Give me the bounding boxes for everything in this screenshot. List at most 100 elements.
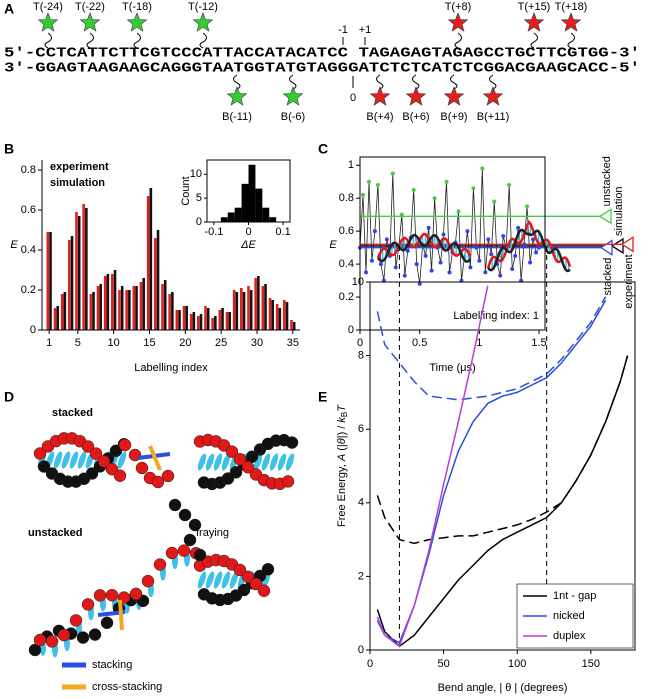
x-tick-label: -0.1 <box>204 226 223 238</box>
x-tick-label: 35 <box>287 337 299 349</box>
star <box>226 86 248 106</box>
level-marker <box>599 239 613 256</box>
y-tick-label: 1 <box>348 159 354 171</box>
base <box>221 571 231 589</box>
bar <box>92 292 95 330</box>
trace-point <box>480 166 485 171</box>
nucleotide <box>233 453 247 466</box>
nucleotide <box>261 562 275 576</box>
bar <box>214 316 217 330</box>
bar <box>206 308 210 330</box>
tether <box>530 32 538 49</box>
legend-label: stacking <box>92 659 132 671</box>
trace-point <box>483 270 488 275</box>
histogram-bar <box>220 217 228 222</box>
bar <box>135 286 138 330</box>
bar <box>268 298 272 330</box>
label: B(-6) <box>281 111 305 123</box>
bar <box>118 290 121 330</box>
base <box>269 453 279 471</box>
x-tick-label: 50 <box>437 658 449 670</box>
histogram-bar <box>241 183 249 222</box>
y-tick-label: 0.4 <box>21 244 36 256</box>
bar <box>285 302 289 330</box>
bar <box>125 290 128 330</box>
y-tick-label: 0.6 <box>339 225 354 237</box>
trace-point <box>432 196 437 201</box>
bar <box>221 308 224 330</box>
y-tick-label: 0.8 <box>339 192 354 204</box>
trace-point <box>414 262 419 267</box>
bar <box>168 294 171 330</box>
bar <box>242 292 246 330</box>
trace-point <box>534 250 539 255</box>
label: T(+18) <box>555 1 588 13</box>
base <box>253 453 263 471</box>
trace-point <box>492 199 497 204</box>
tether <box>289 74 297 90</box>
label: B(+11) <box>477 111 510 123</box>
bar <box>178 310 181 330</box>
star <box>126 12 148 32</box>
x-tick-label: 20 <box>179 337 191 349</box>
nucleotide <box>141 574 155 588</box>
bar <box>161 284 164 330</box>
base <box>229 571 239 589</box>
bar <box>149 188 153 330</box>
series-line <box>376 285 489 648</box>
bar <box>192 312 196 330</box>
trace-point <box>393 265 398 270</box>
nucleotide <box>69 614 83 627</box>
y-tick-label: 2 <box>358 570 364 582</box>
trace-point <box>510 267 515 272</box>
nucleotide <box>183 533 197 547</box>
base <box>277 453 287 471</box>
legend-label: simulation <box>50 177 105 189</box>
nucleotide <box>237 583 251 597</box>
panel-label: B <box>4 141 14 157</box>
bar <box>228 312 231 330</box>
tether <box>44 32 52 49</box>
nucleotide <box>153 558 167 571</box>
y-axis-label: Free Energy, A (|θ|) / kBT <box>336 404 349 527</box>
bar <box>271 300 274 330</box>
x-tick-label: 1 <box>46 337 52 349</box>
trace-point <box>522 242 527 247</box>
bar <box>128 290 131 330</box>
trace-point <box>444 179 449 184</box>
label: unstacked <box>28 527 82 539</box>
trace-point <box>375 183 380 188</box>
histogram-bar <box>262 207 270 222</box>
y-tick-label: 0 <box>348 324 354 336</box>
axes <box>41 160 300 331</box>
y-label-part: Free Energy, <box>336 461 348 527</box>
base <box>197 453 207 471</box>
tether <box>412 74 420 90</box>
bar <box>261 286 265 330</box>
bar <box>249 290 253 330</box>
x-axis-label: Labelling index <box>134 362 208 374</box>
base <box>77 451 87 469</box>
nucleotide <box>177 544 191 557</box>
bar <box>275 304 279 330</box>
level-label: stacked <box>602 258 614 296</box>
star <box>79 12 101 32</box>
x-axis-label: Time (μs) <box>429 362 475 374</box>
nucleotide <box>151 475 165 489</box>
y-tick-label: 0.2 <box>21 284 36 296</box>
label: T(-24) <box>33 1 63 13</box>
label: T(+15) <box>518 1 551 13</box>
star <box>405 86 427 106</box>
bar <box>171 292 174 330</box>
histogram-bar <box>255 188 263 222</box>
bar <box>254 278 257 330</box>
bar <box>292 322 296 330</box>
nucleotide <box>105 588 119 602</box>
star <box>482 86 504 106</box>
y-tick-label: 0.6 <box>21 204 36 216</box>
bar <box>211 318 214 330</box>
bar <box>225 312 229 330</box>
bar <box>290 320 293 330</box>
bar <box>142 278 145 330</box>
dna-strand <box>487 228 571 273</box>
